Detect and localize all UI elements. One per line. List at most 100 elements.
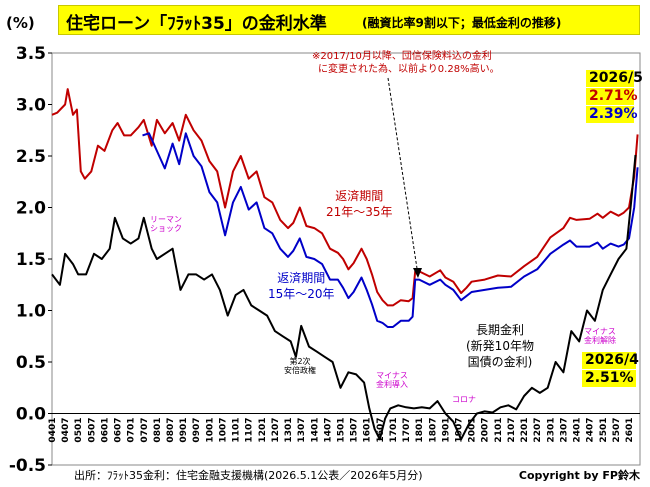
negative-rate-annotation: マイナス 金利導入 — [376, 371, 408, 389]
jgb-value-badge: 2.51% — [582, 370, 636, 387]
latest-arrow — [387, 77, 419, 276]
x-tick-label: 1801 — [415, 418, 425, 443]
x-tick-label: 1907 — [455, 418, 465, 443]
x-tick-label: 0707 — [140, 418, 150, 443]
y-tick-label: 1.5 — [16, 250, 46, 270]
x-tick-label: 2307 — [559, 418, 569, 443]
y-tick-label: 0.5 — [16, 353, 46, 373]
x-tick-label: 0601 — [100, 418, 110, 443]
x-tick-label: 2407 — [586, 418, 596, 443]
x-tick-label: 1101 — [232, 418, 242, 443]
y-tick-label: -0.5 — [9, 456, 46, 476]
negative-rate-line2: 金利導入 — [376, 380, 408, 389]
y-tick-label: 3.5 — [16, 44, 46, 64]
x-tick-label: 1507 — [350, 418, 360, 443]
x-tick-label: 1401 — [310, 418, 320, 443]
latest-red-badge: 2.71% — [586, 88, 638, 105]
x-tick-label: 0901 — [179, 418, 189, 443]
abe-line1: 第2次 — [289, 357, 311, 366]
lehman-annotation: リーマン ショック — [150, 215, 182, 233]
x-tick-label: 1707 — [402, 418, 412, 443]
black-series-label-line1: 長期金利 — [475, 323, 524, 337]
x-tick-label: 1807 — [428, 418, 438, 443]
y-tick-label: 2.5 — [16, 147, 46, 167]
blue-series-label-line1: 返済期間 — [277, 271, 326, 285]
black-series-label: 長期金利 (新発10年物 国債の金利) — [466, 322, 534, 370]
abe-annotation: 第2次 安倍政権 — [284, 357, 316, 375]
copyright: Copyright by FP鈴木 — [518, 469, 640, 482]
x-tick-label: 0701 — [127, 418, 137, 443]
x-tick-label: 1107 — [245, 418, 255, 443]
arrow-head — [413, 268, 422, 278]
corona-annotation: コロナ — [452, 395, 476, 404]
x-tick-label: 1701 — [389, 418, 399, 443]
x-tick-label: 1007 — [218, 418, 228, 443]
note-line-1: ※2017/10月以降、団信保険料込の金利 — [312, 51, 492, 62]
series-line-2 — [51, 154, 637, 441]
x-tick-label: 2001 — [468, 418, 478, 443]
note-line-2: に変更された為、以前より0.28%高い。 — [318, 64, 500, 75]
x-tick-label: 1601 — [363, 418, 373, 443]
lehman-line2: ショック — [150, 224, 182, 233]
negative-end-line1: マイナス — [584, 327, 616, 336]
x-tick-label: 2207 — [533, 418, 543, 443]
x-tick-label: 1901 — [441, 418, 451, 443]
x-tick-label: 1407 — [323, 418, 333, 443]
negative-end-line2: 金利解除 — [584, 336, 616, 345]
x-tick-label: 1301 — [284, 418, 294, 443]
x-tick-label: 2101 — [494, 418, 504, 443]
x-tick-label: 2507 — [612, 418, 622, 443]
abe-line2: 安倍政権 — [284, 366, 316, 375]
y-tick-label: 0.0 — [16, 405, 46, 425]
x-tick-label: 2601 — [625, 418, 635, 443]
x-tick-label: 0807 — [166, 418, 176, 443]
x-tick-label: 2401 — [573, 418, 583, 443]
x-tick-label: 1201 — [258, 418, 268, 443]
plot-area — [51, 52, 641, 466]
source-note: 出所：ﾌﾗｯﾄ35金利：住宅金融支援機構(2026.5.1公表／2026年5月分… — [74, 469, 423, 482]
jgb-date-badge: 2026/4 — [582, 352, 639, 369]
lehman-line1: リーマン — [150, 215, 182, 224]
x-tick-label: 1607 — [376, 418, 386, 443]
negative-rate-line1: マイナス — [376, 371, 408, 380]
x-tick-label: 0501 — [74, 418, 84, 443]
x-tick-label: 0407 — [61, 418, 71, 443]
x-tick-label: 0401 — [48, 418, 58, 443]
x-tick-label: 0507 — [87, 418, 97, 443]
latest-date: 2026/5 — [589, 70, 643, 86]
latest-red-value: 2.71% — [589, 88, 638, 104]
x-tick-label: 1307 — [297, 418, 307, 443]
x-tick-label: 0907 — [192, 418, 202, 443]
x-tick-label: 1001 — [205, 418, 215, 443]
latest-date-badge: 2026/5 — [586, 70, 643, 87]
x-tick-label: 2501 — [599, 418, 609, 443]
negative-end-annotation: マイナス 金利解除 — [584, 327, 616, 345]
series-line-1 — [142, 132, 639, 328]
y-axis-unit: (%) — [6, 14, 35, 32]
x-tick-label: 2301 — [546, 418, 556, 443]
black-series-label-line2: (新発10年物 — [466, 339, 534, 353]
x-tick-label: 0801 — [153, 418, 163, 443]
x-tick-label: 1207 — [271, 418, 281, 443]
latest-blue-value: 2.39% — [589, 106, 638, 122]
y-tick-label: 2.0 — [16, 199, 46, 219]
jgb-date: 2026/4 — [585, 352, 639, 368]
jgb-value: 2.51% — [585, 370, 634, 386]
x-tick-label: 2007 — [481, 418, 491, 443]
red-series-label-line2: 21年～35年 — [326, 205, 393, 219]
red-series-label-line1: 返済期間 — [335, 189, 384, 203]
title-box — [58, 5, 640, 35]
blue-series-label-line2: 15年～20年 — [268, 287, 335, 301]
x-tick-label: 1501 — [336, 418, 346, 443]
x-tick-label: 0607 — [114, 418, 124, 443]
series-line-0 — [51, 88, 639, 307]
note-annotation: ※2017/10月以降、団信保険料込の金利 に変更された為、以前より0.28%高… — [312, 50, 500, 76]
chart-title: 住宅ローン「ﾌﾗｯﾄ35」の金利水準 — [66, 14, 327, 34]
x-tick-label: 2201 — [520, 418, 530, 443]
y-tick-label: 1.0 — [16, 302, 46, 322]
black-series-label-line3: 国債の金利) — [467, 355, 533, 369]
blue-series-label: 返済期間 15年～20年 — [268, 270, 335, 302]
x-tick-label: 2107 — [507, 418, 517, 443]
chart-subtitle: (融資比率9割以下；最低金利の推移) — [362, 16, 562, 30]
